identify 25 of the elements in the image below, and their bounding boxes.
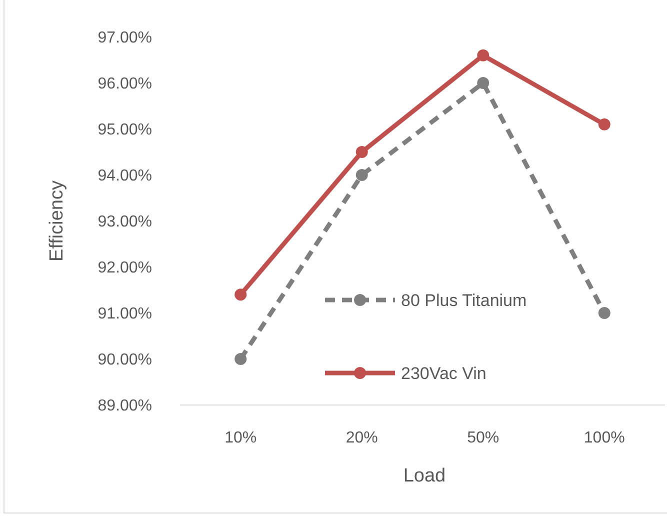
point xyxy=(477,49,490,62)
point xyxy=(356,169,368,181)
y-tick-label: 96.00% xyxy=(98,76,152,93)
point xyxy=(598,307,610,319)
x-tick-label: 10% xyxy=(224,430,257,447)
y-tick-label: 91.00% xyxy=(98,306,152,323)
y-tick-label: 95.00% xyxy=(98,122,152,139)
point xyxy=(477,77,490,89)
legend-label: 230Vac Vin xyxy=(401,364,486,383)
y-tick-label: 89.00% xyxy=(98,398,152,415)
x-tick-label: 50% xyxy=(467,430,500,447)
point xyxy=(356,146,368,158)
y-tick-label: 90.00% xyxy=(98,352,152,369)
x-tick-label: 100% xyxy=(584,430,625,447)
y-axis-title: Efficiency xyxy=(46,180,68,262)
x-axis-title: Load xyxy=(403,466,446,487)
legend-label: 80 Plus Titanium xyxy=(401,290,527,310)
y-tick-label: 97.00% xyxy=(98,30,152,47)
y-tick-label: 93.00% xyxy=(98,214,152,231)
y-tick-label: 92.00% xyxy=(98,260,152,277)
x-tick-label: 20% xyxy=(346,430,378,447)
point xyxy=(234,288,247,301)
point xyxy=(598,118,610,130)
y-tick-label: 94.00% xyxy=(98,168,152,185)
point xyxy=(234,353,247,365)
